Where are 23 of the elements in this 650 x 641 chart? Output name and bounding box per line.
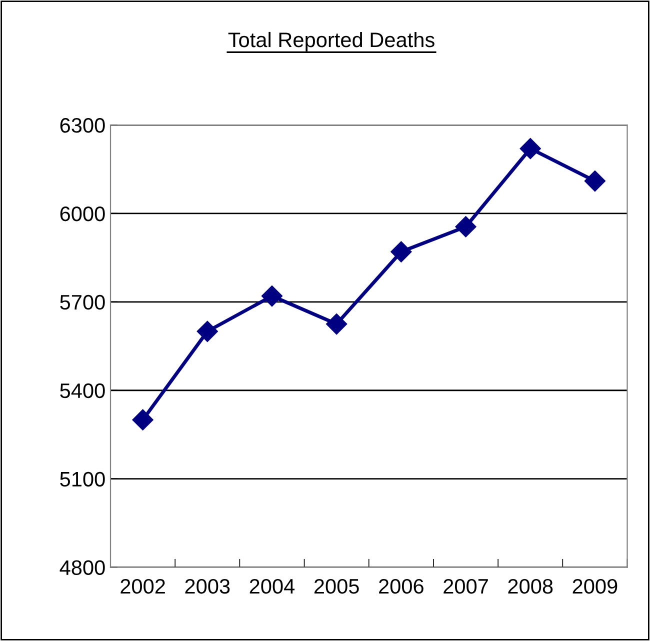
point (196, 320, 218, 342)
x-tick-label: 2005 (314, 578, 359, 594)
x-tick-label: 2008 (508, 578, 553, 594)
point (326, 314, 348, 335)
x-tick-label: 2006 (379, 578, 424, 594)
x-tick-label: 2007 (444, 578, 488, 594)
x-tick-label: 2009 (572, 578, 618, 594)
y-tick-label: 6300 (60, 118, 105, 133)
y-tick-label: 5700 (60, 294, 105, 310)
x-tick-label: 2002 (120, 578, 165, 594)
y-tick-label: 4800 (60, 560, 105, 576)
x-tick-label: 2003 (185, 578, 230, 594)
point (455, 216, 476, 238)
point (584, 170, 606, 192)
y-tick-label: 5100 (60, 472, 105, 487)
y-tick-label: 5400 (60, 383, 105, 398)
y-tick-label: 6000 (60, 206, 105, 222)
chart-title: Total Reported Deaths (228, 32, 434, 52)
point (261, 286, 282, 307)
x-tick-label: 2004 (250, 578, 295, 594)
point (520, 138, 541, 160)
point (132, 409, 154, 430)
point (390, 241, 412, 262)
